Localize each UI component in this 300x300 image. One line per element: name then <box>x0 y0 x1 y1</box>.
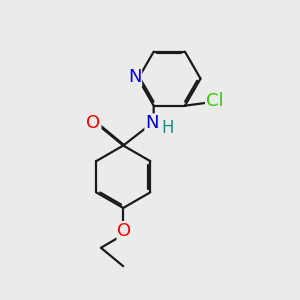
Text: Cl: Cl <box>206 92 224 110</box>
Text: N: N <box>145 114 159 132</box>
Text: N: N <box>128 68 141 86</box>
Text: H: H <box>162 119 174 137</box>
Text: O: O <box>86 114 100 132</box>
Text: O: O <box>117 222 131 240</box>
